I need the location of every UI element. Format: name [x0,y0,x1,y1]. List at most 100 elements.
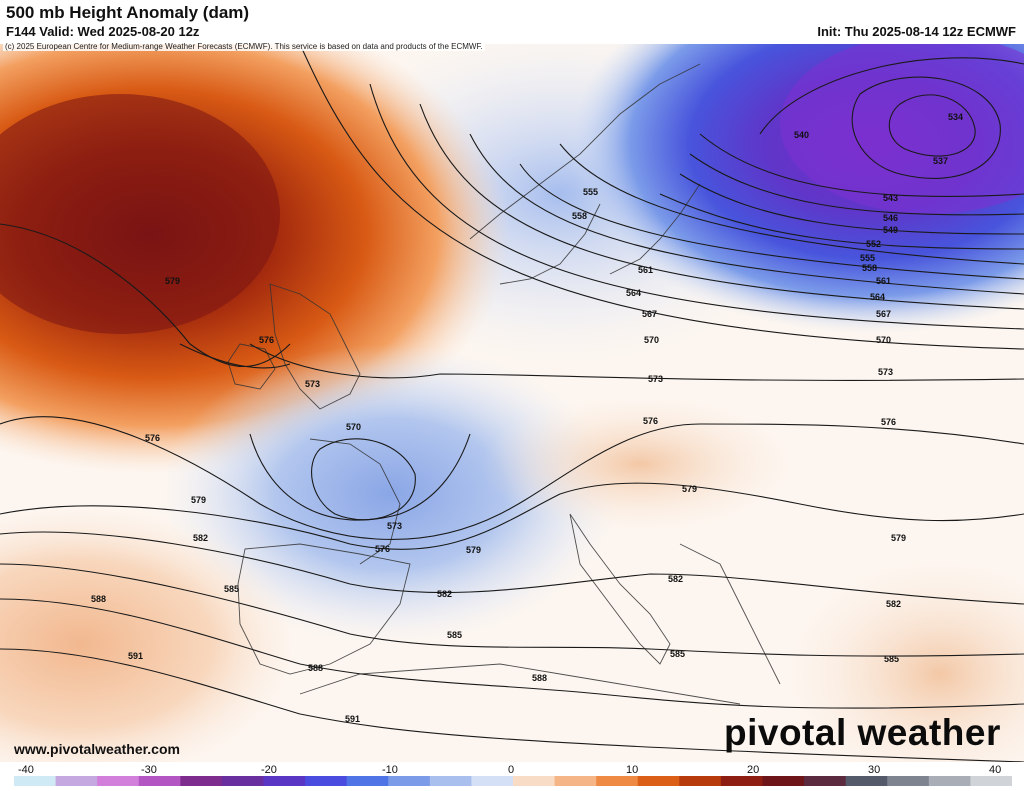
contour-label: 588 [532,673,547,683]
colorbar-cell [679,776,722,786]
coast-france [309,438,401,565]
contour-573 [249,343,1024,381]
colorbar-cell [471,776,514,786]
colorbar: -40 -30 -20 -10 0 10 20 30 40 [14,764,1012,786]
contour-540 [759,57,1024,135]
contour-label: 576 [259,335,274,345]
colorbar-cell [804,776,847,786]
colorbar-cell [637,776,680,786]
colorbar-cell [138,776,181,786]
contour-label: 582 [193,533,208,543]
contour-label: 579 [682,484,697,494]
contour-label: 555 [860,253,875,263]
contour-label: 570 [876,335,891,345]
site-url: www.pivotalweather.com [14,741,180,757]
colorbar-tick: 30 [868,764,880,776]
contour-label: 564 [870,292,885,302]
colorbar-cell [221,776,264,786]
contour-588 [0,598,1024,709]
contour-579 [0,482,1024,550]
contour-564 [419,103,1024,310]
contour-label: 582 [886,599,901,609]
colorbar-cell [180,776,223,786]
contour-558 [519,163,1024,280]
colorbar-tick: 0 [508,764,514,776]
colorbar-tick: -40 [18,764,34,776]
contour-537 [851,76,1001,179]
colorbar-cells [14,776,1012,786]
contour-561 [469,133,1024,295]
contour-label: 540 [794,130,809,140]
colorbar-tick: -30 [141,764,157,776]
coast-iberia [237,543,411,675]
colorbar-ticks: -40 -30 -20 -10 0 10 20 30 40 [18,764,1001,776]
contour-label: 573 [878,367,893,377]
coastlines [227,63,781,705]
contour-label: 543 [883,193,898,203]
coast-north-africa [299,663,741,705]
contour-label: 582 [668,574,683,584]
anomaly-map: 534 537 540 543 546 549 552 555 558 561 … [0,44,1024,762]
contour-582 [0,531,1024,605]
colorbar-cell [55,776,98,786]
contour-label: 534 [948,112,963,122]
contour-label: 585 [224,584,239,594]
contour-546 [689,153,1024,216]
cold-anomaly-core [780,44,1024,214]
contour-label: 591 [128,651,143,661]
contour-585 [0,563,1024,657]
coast-italy [569,513,671,665]
colorbar-cell [554,776,597,786]
contour-label: 558 [572,211,587,221]
coast-scandinavia [469,63,701,285]
contour-534 [888,94,976,157]
contour-label: 573 [648,374,663,384]
warm-anomaly-southwest [0,504,300,762]
colorbar-cell [14,776,57,786]
contour-label: 579 [165,276,180,286]
map-title: 500 mb Height Anomaly (dam) [6,3,250,22]
colorbar-cell [596,776,639,786]
contour-labels: 534 537 540 543 546 549 552 555 558 561 … [91,112,963,724]
colorbar-tick: 40 [989,764,1001,776]
contour-label: 588 [308,663,323,673]
colorbar-tick: 20 [747,764,759,776]
contour-label: 573 [387,521,402,531]
contour-label: 579 [891,533,906,543]
contour-label: 561 [876,276,891,286]
contour-label: 591 [345,714,360,724]
colorbar-tick: -10 [382,764,398,776]
contour-label: 576 [375,544,390,554]
contour-576 [0,416,1024,540]
colorbar-tick: 10 [626,764,638,776]
contour-label: 582 [437,589,452,599]
coast-british-isles [227,283,361,410]
contour-label: 576 [145,433,160,443]
init-time: Init: Thu 2025-08-14 12z ECMWF [817,24,1016,39]
contour-label: 567 [642,309,657,319]
contour-543 [699,133,1024,198]
contour-549 [679,173,1024,235]
contour-label: 567 [876,309,891,319]
colorbar-cell [346,776,389,786]
contour-label: 558 [862,263,877,273]
contour-label: 555 [583,187,598,197]
contour-label: 576 [881,417,896,427]
contour-label: 588 [91,594,106,604]
contour-label: 573 [305,379,320,389]
contour-label: 570 [346,422,361,432]
colorbar-cell [720,776,763,786]
contour-label: 561 [638,265,653,275]
colorbar-cell [887,776,930,786]
valid-time: F144 Valid: Wed 2025-08-20 12z [6,24,200,39]
copyright-notice: (c) 2025 European Centre for Medium-rang… [3,42,485,51]
cool-anomaly-biscay [160,344,620,644]
contour-label: 552 [866,239,881,249]
contour-579-north [0,223,291,368]
colorbar-cell [263,776,306,786]
header: 500 mb Height Anomaly (dam) F144 Valid: … [0,0,1024,44]
contour-label: 570 [644,335,659,345]
contour-label: 579 [466,545,481,555]
colorbar-cell [762,776,805,786]
contour-576-north [179,343,291,369]
